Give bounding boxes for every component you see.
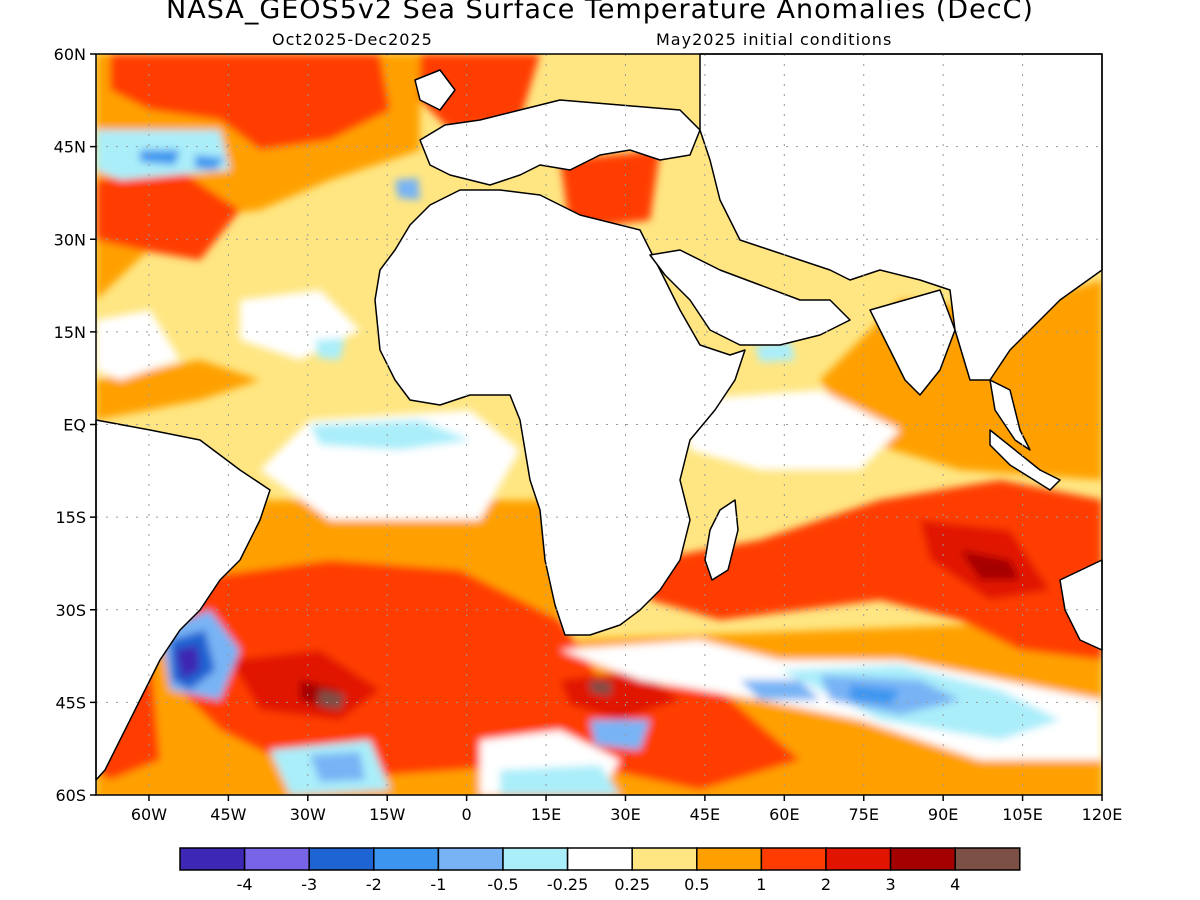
initial-conditions: May2025 initial conditions — [656, 30, 893, 49]
south-america-coastline — [95, 419, 271, 781]
lon-label: 15W — [369, 805, 405, 824]
colorbar-label: -1 — [430, 875, 446, 894]
colorbar-label: 3 — [886, 875, 896, 894]
lon-label: 75E — [849, 805, 879, 824]
lat-label: 45S — [55, 693, 86, 712]
lon-label: 120E — [1082, 805, 1123, 824]
indochina-coastline — [989, 379, 1031, 451]
lat-label: 60S — [55, 786, 86, 805]
colorbar-label: 4 — [950, 875, 960, 894]
madagascar-coastline — [704, 499, 739, 581]
colorbar-label: -2 — [366, 875, 382, 894]
colorbar-swatch — [373, 847, 440, 871]
lon-label: 0 — [462, 805, 472, 824]
lon-label: 30E — [610, 805, 640, 824]
africa-coastline — [374, 189, 746, 636]
colorbar — [179, 847, 1021, 871]
colorbar-swatch — [954, 847, 1021, 871]
lon-label: 105E — [1002, 805, 1043, 824]
lat-label: 30S — [55, 601, 86, 620]
lat-label: EQ — [63, 416, 86, 435]
colorbar-swatch — [308, 847, 375, 871]
forecast-period: Oct2025-Dec2025 — [272, 30, 433, 49]
colorbar-label: -0.5 — [487, 875, 518, 894]
colorbar-swatch — [696, 847, 763, 871]
colorbar-swatch — [760, 847, 827, 871]
lat-label: 15S — [55, 508, 86, 527]
lat-label: 30N — [54, 230, 86, 249]
lon-label: 60E — [769, 805, 799, 824]
colorbar-swatch — [243, 847, 310, 871]
lat-label: 45N — [54, 138, 86, 157]
australia-coastline — [1059, 559, 1103, 651]
arabia-coastline — [649, 249, 851, 346]
colorbar-label: 1 — [756, 875, 766, 894]
colorbar-label: 0.5 — [684, 875, 709, 894]
lon-label: 45W — [210, 805, 246, 824]
map-title: NASA_GEOS5v2 Sea Surface Temperature Ano… — [166, 0, 1034, 25]
colorbar-label: -3 — [301, 875, 317, 894]
lat-label: 15N — [54, 323, 86, 342]
india-coastline — [869, 289, 956, 396]
lon-label: 45E — [690, 805, 720, 824]
lat-label: 60N — [54, 45, 86, 64]
colorbar-swatch — [889, 847, 956, 871]
colorbar-label: -4 — [237, 875, 253, 894]
land-masses — [95, 53, 1103, 781]
colorbar-swatch — [179, 847, 246, 871]
sumatra-coastline — [989, 429, 1061, 491]
colorbar-swatch — [437, 847, 504, 871]
lon-label: 30W — [290, 805, 326, 824]
colorbar-label: 0.25 — [614, 875, 650, 894]
colorbar-label: -0.25 — [547, 875, 588, 894]
colorbar-swatch — [502, 847, 569, 871]
british-isles-coastline — [414, 69, 456, 111]
colorbar-swatch — [566, 847, 633, 871]
colorbar-swatch — [825, 847, 892, 871]
asia-coastline — [699, 53, 1103, 381]
colorbar-swatch — [631, 847, 698, 871]
graticule — [96, 54, 1102, 795]
lon-label: 90E — [928, 805, 958, 824]
europe-coastline — [419, 99, 701, 186]
colorbar-label: 2 — [821, 875, 831, 894]
lon-label: 15E — [531, 805, 561, 824]
lon-label: 60W — [131, 805, 167, 824]
